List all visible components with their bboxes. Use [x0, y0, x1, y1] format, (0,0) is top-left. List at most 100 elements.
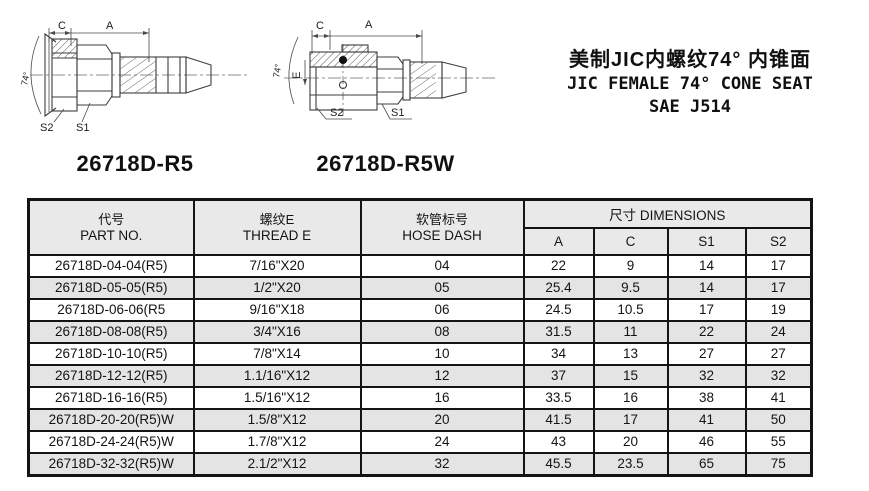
cell-dim-c: 17 [592, 408, 669, 432]
cell-thread: 9/16"X18 [192, 298, 362, 322]
cell-hose-dash: 16 [359, 386, 525, 410]
s2-label: S2 [330, 107, 343, 119]
header-thread-en: THREAD E [242, 227, 312, 243]
cell-dim-s1: 38 [666, 386, 747, 410]
cell-dim-s2: 32 [744, 364, 813, 388]
cell-hose-dash: 08 [359, 320, 525, 344]
cell-thread: 1.5/16"X12 [192, 386, 362, 410]
cell-dim-s1: 65 [666, 452, 747, 477]
part-series-right: 26718D-R5W [316, 151, 455, 176]
cell-part-no: 26718D-08-08(R5) [27, 320, 195, 344]
cell-hose-dash: 32 [359, 452, 525, 477]
cell-dim-s1: 14 [666, 254, 747, 278]
cell-dim-c: 13 [592, 342, 669, 366]
cell-part-no: 26718D-12-12(R5) [27, 364, 195, 388]
dim-label-a: A [365, 19, 373, 31]
cell-part-no: 26718D-06-06(R5 [27, 298, 195, 322]
header-dim-s1: S1 [666, 227, 747, 256]
header-part-no-en: PART NO. [80, 227, 143, 243]
cell-thread: 7/8"X14 [192, 342, 362, 366]
header-thread-cn: 螺纹E [259, 211, 295, 227]
cell-thread: 1.1/16"X12 [192, 364, 362, 388]
header-hose-dash-en: HOSE DASH [402, 227, 482, 243]
angle-label: 74° [19, 71, 32, 87]
table-body: 26718D-04-04(R5) 7/16"X20 04 22 9 14 17 … [27, 254, 813, 477]
spec-table: 代号 PART NO. 螺纹E THREAD E 软管标号 HOSE DASH … [27, 198, 813, 477]
cell-dim-a: 33.5 [522, 386, 595, 410]
table-row: 26718D-20-20(R5)W 1.5/8"X12 20 41.5 17 4… [27, 408, 813, 432]
cell-dim-a: 41.5 [522, 408, 595, 432]
table-row: 26718D-08-08(R5) 3/4"X16 08 31.5 11 22 2… [27, 320, 813, 344]
cell-dim-s1: 27 [666, 342, 747, 366]
cell-dim-s2: 75 [744, 452, 813, 477]
header-dimensions: 尺寸 DIMENSIONS [522, 198, 813, 229]
cell-dim-s1: 41 [666, 408, 747, 432]
cell-dim-s2: 19 [744, 298, 813, 322]
cell-dim-c: 11 [592, 320, 669, 344]
table-header: 代号 PART NO. 螺纹E THREAD E 软管标号 HOSE DASH … [27, 198, 813, 256]
cell-thread: 2.1/2"X12 [192, 452, 362, 477]
table-row: 26718D-32-32(R5)W 2.1/2"X12 32 45.5 23.5… [27, 452, 813, 477]
table-row: 26718D-04-04(R5) 7/16"X20 04 22 9 14 17 [27, 254, 813, 278]
cell-dim-s1: 22 [666, 320, 747, 344]
cell-hose-dash: 24 [359, 430, 525, 454]
fitting-drawing-right: C A E 74° S2 S1 [271, 19, 496, 120]
cell-hose-dash: 10 [359, 342, 525, 366]
title-block: 美制JIC内螺纹74° 内锥面 JIC FEMALE 74° CONE SEAT… [540, 48, 840, 118]
header-dim-c: C [592, 227, 669, 256]
header-part-no: 代号 PART NO. [27, 198, 195, 256]
title-standard: SAE J514 [649, 97, 731, 117]
cell-dim-c: 15 [592, 364, 669, 388]
cell-part-no: 26718D-24-24(R5)W [27, 430, 195, 454]
cell-hose-dash: 12 [359, 364, 525, 388]
s1-label: S1 [391, 107, 404, 119]
angle-label: 74° [271, 63, 283, 79]
header-thread: 螺纹E THREAD E [192, 198, 362, 256]
table-row: 26718D-16-16(R5) 1.5/16"X12 16 33.5 16 3… [27, 386, 813, 410]
cell-hose-dash: 06 [359, 298, 525, 322]
drawing-lines [284, 30, 496, 120]
cell-dim-a: 24.5 [522, 298, 595, 322]
cell-dim-a: 43 [522, 430, 595, 454]
header-hose-dash: 软管标号 HOSE DASH [359, 198, 525, 256]
cell-dim-c: 9 [592, 254, 669, 278]
cell-dim-a: 22 [522, 254, 595, 278]
cell-dim-a: 34 [522, 342, 595, 366]
fitting-drawing-left: C A 74° S2 S1 [19, 20, 250, 134]
dim-label-a: A [106, 20, 114, 32]
cell-part-no: 26718D-32-32(R5)W [27, 452, 195, 477]
cell-dim-c: 16 [592, 386, 669, 410]
cell-dim-s2: 27 [744, 342, 813, 366]
cell-dim-s2: 50 [744, 408, 813, 432]
part-series-left: 26718D-R5 [76, 151, 194, 176]
cell-thread: 1/2"X20 [192, 276, 362, 300]
table-row: 26718D-12-12(R5) 1.1/16"X12 12 37 15 32 … [27, 364, 813, 388]
cell-thread: 1.5/8"X12 [192, 408, 362, 432]
cell-dim-s2: 17 [744, 276, 813, 300]
cell-hose-dash: 05 [359, 276, 525, 300]
cell-dim-c: 10.5 [592, 298, 669, 322]
header-dim-a: A [522, 227, 595, 256]
header-part-no-cn: 代号 [98, 211, 125, 227]
title-english: JIC FEMALE 74° CONE SEAT [567, 74, 813, 94]
cell-hose-dash: 04 [359, 254, 525, 278]
cell-part-no: 26718D-20-20(R5)W [27, 408, 195, 432]
dim-label-e: E [291, 72, 303, 79]
cell-hose-dash: 20 [359, 408, 525, 432]
cell-dim-s1: 14 [666, 276, 747, 300]
cell-dim-a: 25.4 [522, 276, 595, 300]
cell-dim-a: 45.5 [522, 452, 595, 477]
cell-dim-a: 31.5 [522, 320, 595, 344]
cell-dim-s1: 17 [666, 298, 747, 322]
cell-dim-c: 9.5 [592, 276, 669, 300]
dim-label-c: C [58, 20, 66, 32]
cell-dim-a: 37 [522, 364, 595, 388]
cell-dim-s1: 32 [666, 364, 747, 388]
s2-label: S2 [40, 122, 53, 134]
cell-dim-s2: 24 [744, 320, 813, 344]
cell-dim-s1: 46 [666, 430, 747, 454]
header-dim-s2: S2 [744, 227, 813, 256]
s1-label: S1 [76, 122, 89, 134]
cell-dim-s2: 55 [744, 430, 813, 454]
